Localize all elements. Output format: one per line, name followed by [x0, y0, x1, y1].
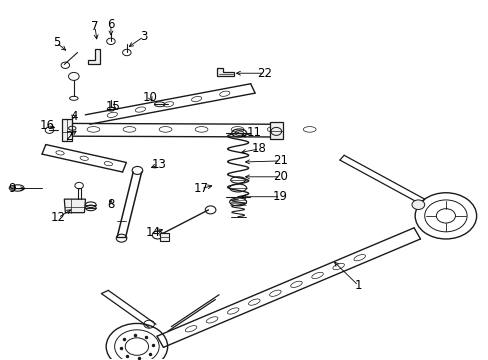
Text: 10: 10: [142, 91, 157, 104]
Text: 5: 5: [53, 36, 60, 49]
Text: 1: 1: [354, 279, 362, 292]
Text: 9: 9: [9, 182, 16, 195]
Text: 3: 3: [140, 30, 147, 43]
Text: 2: 2: [64, 130, 72, 143]
Text: 11: 11: [246, 126, 261, 139]
Polygon shape: [217, 68, 233, 76]
Text: 16: 16: [40, 118, 55, 131]
Text: 19: 19: [272, 190, 287, 203]
Text: 17: 17: [193, 182, 208, 195]
Text: 12: 12: [50, 211, 65, 224]
Circle shape: [411, 200, 424, 210]
Text: 6: 6: [107, 18, 115, 31]
Text: 18: 18: [251, 143, 266, 156]
Polygon shape: [64, 199, 85, 213]
Text: 13: 13: [151, 158, 166, 171]
Text: 15: 15: [105, 100, 120, 113]
Text: 21: 21: [272, 154, 287, 167]
Polygon shape: [160, 233, 169, 240]
Circle shape: [9, 185, 16, 190]
Polygon shape: [88, 49, 100, 64]
Polygon shape: [61, 120, 72, 141]
Text: 4: 4: [70, 110, 78, 123]
Text: 22: 22: [257, 67, 272, 80]
Text: 20: 20: [272, 170, 287, 183]
Text: 7: 7: [91, 20, 99, 33]
Text: 8: 8: [107, 198, 114, 211]
Polygon shape: [269, 122, 282, 139]
Text: 14: 14: [145, 226, 161, 239]
